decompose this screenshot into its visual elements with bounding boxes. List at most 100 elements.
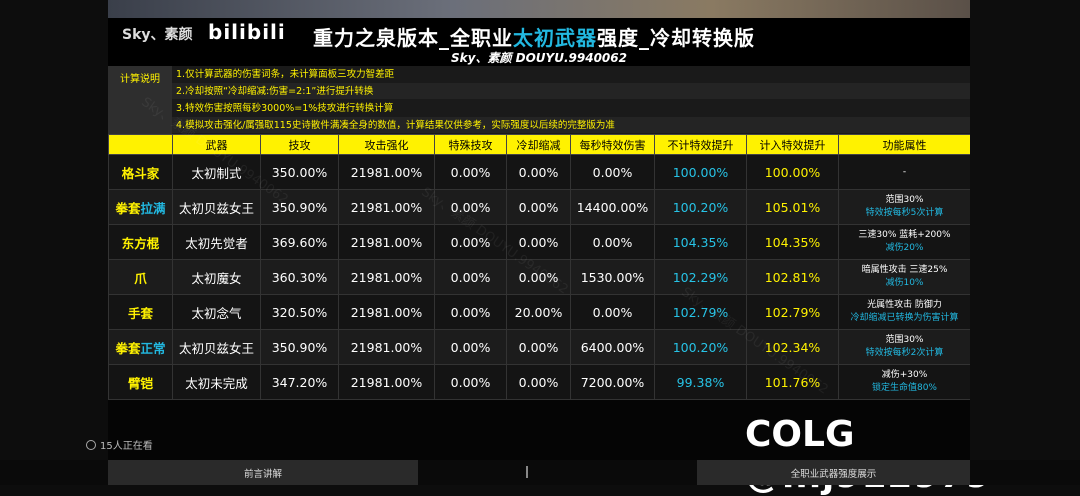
- dps-cell: 6400.00%: [570, 329, 655, 365]
- cooldown-cell: 0.00%: [506, 154, 571, 190]
- title-highlight: 太初武器: [513, 26, 597, 50]
- col-header: 功能属性: [838, 134, 970, 155]
- brand-label: Sky、素颜: [122, 27, 193, 43]
- special-cell: 0.00%: [434, 224, 507, 260]
- with-effect-cell: 105.01%: [746, 189, 839, 225]
- slide-subtitle: Sky、素颜 DOUYU.9940062: [451, 51, 627, 65]
- attribute-cell: -: [838, 154, 970, 190]
- slide-title: 重力之泉版本_全职业太初武器强度_冷却转换版: [313, 22, 755, 51]
- viewer-count: 15人正在看: [86, 437, 153, 452]
- dps-cell: 0.00%: [570, 224, 655, 260]
- skill-cell: 350.90%: [260, 329, 339, 365]
- table-row: 拳套拉满 太初贝兹女王 350.90% 21981.00% 0.00% 0.00% 1440…: [108, 189, 970, 225]
- chapter-tab-intro[interactable]: 前言讲解: [108, 460, 418, 485]
- special-cell: 0.00%: [434, 294, 507, 330]
- col-header: 计入特效提升: [746, 134, 839, 155]
- weapon-cell: 太初魔女: [172, 259, 261, 295]
- with-effect-cell: 102.34%: [746, 329, 839, 365]
- no-effect-cell: 102.79%: [654, 294, 747, 330]
- title-part2: 强度_冷却转换版: [597, 26, 755, 50]
- attribute-line: 减伤10%: [885, 278, 924, 288]
- viewers-icon: [86, 439, 96, 450]
- cooldown-cell: 0.00%: [506, 259, 571, 295]
- class-cell: 拳套拉满: [108, 189, 173, 225]
- attribute-cell: 光属性攻击 防御力冷却缩减已转换为伤害计算: [838, 294, 970, 330]
- table-row: 拳套正常 太初贝兹女王 350.90% 21981.00% 0.00% 0.00% 6400…: [108, 329, 970, 365]
- attribute-cell: 范围30% 特效按每秒5次计算: [838, 189, 970, 225]
- special-cell: 0.00%: [434, 329, 507, 365]
- class-cell: 拳套正常: [108, 329, 173, 365]
- col-header: 特殊技攻: [434, 134, 507, 155]
- special-cell: 0.00%: [434, 189, 507, 225]
- note-line: 4.模拟攻击强化/属强取115史诗散件满凑全身的数值，计算结果仅供参考，实际强度…: [172, 117, 970, 134]
- skill-cell: 360.30%: [260, 259, 339, 295]
- class-name: 爪: [134, 270, 147, 286]
- attribute-line: 光属性攻击 防御力: [867, 300, 942, 310]
- weapon-cell: 太初贝兹女王: [172, 329, 261, 365]
- skill-cell: 350.90%: [260, 189, 339, 225]
- special-cell: 0.00%: [434, 259, 507, 295]
- chapter-tab-weapons[interactable]: 全职业武器强度展示: [697, 460, 970, 485]
- slide-header: Sky、素颜 bilibili 重力之泉版本_全职业太初武器强度_冷却转换版 S…: [108, 18, 970, 66]
- attribute-line: 范围30%: [885, 335, 924, 345]
- attribute-line: 减伤20%: [885, 243, 924, 253]
- table-header-row: 武器 技攻 攻击强化 特殊技攻 冷却缩减 每秒特效伤害 不计特效提升 计入特效提…: [108, 134, 970, 155]
- table-row: 东方棍 太初先觉者 369.60% 21981.00% 0.00% 0.00% 0.00% 1…: [108, 224, 970, 260]
- class-name: 手套: [127, 305, 153, 321]
- title-part1: 重力之泉版本_全职业: [313, 26, 513, 50]
- class-cell: 东方棍: [108, 224, 173, 260]
- cooldown-cell: 20.00%: [506, 294, 571, 330]
- weapon-cell: 太初贝兹女王: [172, 189, 261, 225]
- bilibili-logo: bilibili: [208, 20, 286, 44]
- calculation-notes: 计算说明 1.仅计算武器的伤害词条，未计算面板三攻力智差距 2.冷却按照“冷却缩…: [108, 66, 970, 134]
- bottom-bar: 前言讲解 全职业武器强度展示: [0, 460, 1080, 485]
- chapter-divider: [526, 466, 528, 478]
- with-effect-cell: 102.79%: [746, 294, 839, 330]
- attribute-line: 三速30% 蓝耗+200%: [858, 230, 951, 240]
- notes-label: 计算说明: [108, 66, 172, 134]
- table-row: 手套 太初念气 320.50% 21981.00% 0.00% 20.00% 0.00% 10…: [108, 294, 970, 330]
- no-effect-cell: 100.00%: [654, 154, 747, 190]
- no-effect-cell: 99.38%: [654, 364, 747, 400]
- dps-cell: 0.00%: [570, 154, 655, 190]
- dps-cell: 7200.00%: [570, 364, 655, 400]
- table-row: 臂铠 太初未完成 347.20% 21981.00% 0.00% 0.00% 7200.00…: [108, 364, 970, 400]
- atk-cell: 21981.00%: [338, 154, 435, 190]
- video-frame: Sky、素颜 bilibili 重力之泉版本_全职业太初武器强度_冷却转换版 S…: [108, 0, 970, 460]
- note-line: 1.仅计算武器的伤害词条，未计算面板三攻力智差距: [172, 66, 970, 83]
- col-header: 技攻: [260, 134, 339, 155]
- class-cell: 格斗家: [108, 154, 173, 190]
- cooldown-cell: 0.00%: [506, 364, 571, 400]
- col-header: 武器: [172, 134, 261, 155]
- no-effect-cell: 100.20%: [654, 329, 747, 365]
- attribute-line: 锁定生命值80%: [871, 383, 937, 393]
- attribute-line: 特效按每秒5次计算: [865, 208, 944, 218]
- atk-cell: 21981.00%: [338, 329, 435, 365]
- class-name: 拳套: [115, 200, 141, 216]
- attribute-cell: 三速30% 蓝耗+200% 减伤20%: [838, 224, 970, 260]
- colg-logo: COLG: [745, 414, 855, 455]
- col-header: 冷却缩减: [506, 134, 571, 155]
- background-strip: [108, 0, 970, 18]
- atk-cell: 21981.00%: [338, 189, 435, 225]
- dps-cell: 14400.00%: [570, 189, 655, 225]
- special-cell: 0.00%: [434, 364, 507, 400]
- skill-cell: 347.20%: [260, 364, 339, 400]
- col-header: 不计特效提升: [654, 134, 747, 155]
- attribute-cell: 暗属性攻击 三速25% 减伤10%: [838, 259, 970, 295]
- attribute-line: -: [902, 166, 907, 177]
- skill-cell: 320.50%: [260, 294, 339, 330]
- attribute-line: 暗属性攻击 三速25%: [861, 265, 948, 275]
- col-header: [108, 134, 173, 155]
- class-cell: 手套: [108, 294, 173, 330]
- with-effect-cell: 101.76%: [746, 364, 839, 400]
- attribute-line: 冷却缩减已转换为伤害计算: [850, 313, 959, 323]
- dps-cell: 1530.00%: [570, 259, 655, 295]
- cooldown-cell: 0.00%: [506, 189, 571, 225]
- no-effect-cell: 100.20%: [654, 189, 747, 225]
- dps-cell: 0.00%: [570, 294, 655, 330]
- weapon-cell: 太初念气: [172, 294, 261, 330]
- attribute-cell: 范围30% 特效按每秒2次计算: [838, 329, 970, 365]
- attribute-line: 范围30%: [885, 195, 924, 205]
- class-cell: 臂铠: [108, 364, 173, 400]
